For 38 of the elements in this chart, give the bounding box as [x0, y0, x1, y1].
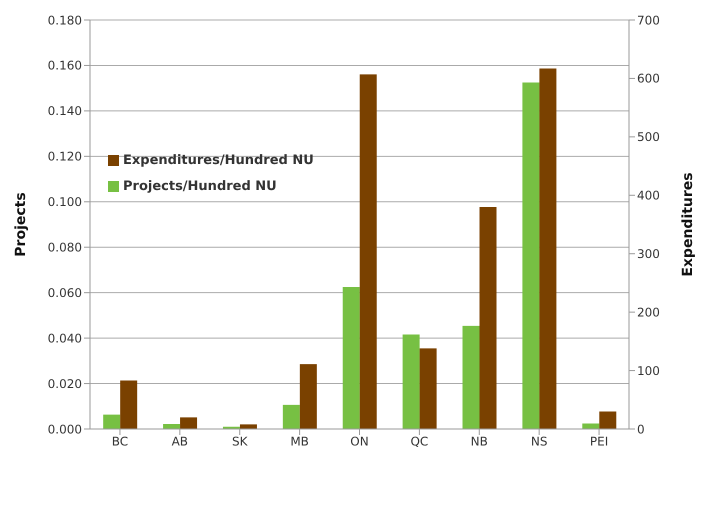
bar [120, 380, 138, 429]
y-tick-label: 0.140 [48, 104, 82, 118]
bar [360, 74, 377, 429]
y-tick-label: 0.100 [48, 195, 82, 210]
y2-tick-label: 300 [637, 246, 660, 261]
y2-tick-label: 700 [637, 13, 660, 28]
x-tick-label: BC [112, 434, 128, 449]
y-tick-label: 0.040 [48, 331, 82, 346]
x-tick-label: QC [410, 434, 428, 449]
bar [180, 417, 198, 429]
y-tick-label: 0.160 [48, 58, 82, 73]
y-tick-label: 0.000 [48, 422, 82, 436]
y2-tick-label: 500 [637, 130, 660, 144]
y2-tick-label: 100 [637, 364, 660, 378]
y-tick-label: 0.120 [48, 150, 82, 164]
x-tick-label: NB [470, 434, 488, 449]
bar [103, 414, 120, 429]
x-tick-label: SK [232, 434, 249, 449]
legend-label: Projects/Hundred NU [123, 179, 277, 194]
y-axis-title: Projects [12, 192, 29, 257]
bar [300, 364, 317, 429]
x-tick-label: NS [530, 434, 548, 449]
bar [480, 206, 497, 429]
y2-tick-label: 600 [637, 72, 660, 86]
legend-label: Expenditures/Hundred NU [123, 153, 314, 168]
x-tick-label: ON [350, 434, 369, 449]
y-tick-label: 0.060 [48, 286, 82, 300]
x-tick-label: PEI [590, 434, 608, 449]
y2-tick-label: 0 [637, 422, 645, 436]
bar [599, 411, 616, 429]
y-tick-label: 0.020 [48, 376, 82, 391]
y2-tick-label: 400 [637, 188, 660, 203]
y2-tick-label: 200 [637, 305, 660, 320]
x-tick-label: AB [172, 434, 188, 449]
y2-axis-title: Expenditures [680, 172, 696, 277]
y-tick-label: 0.080 [48, 240, 82, 254]
x-tick-label: MB [290, 434, 309, 449]
y-tick-label: 0.180 [48, 13, 82, 28]
